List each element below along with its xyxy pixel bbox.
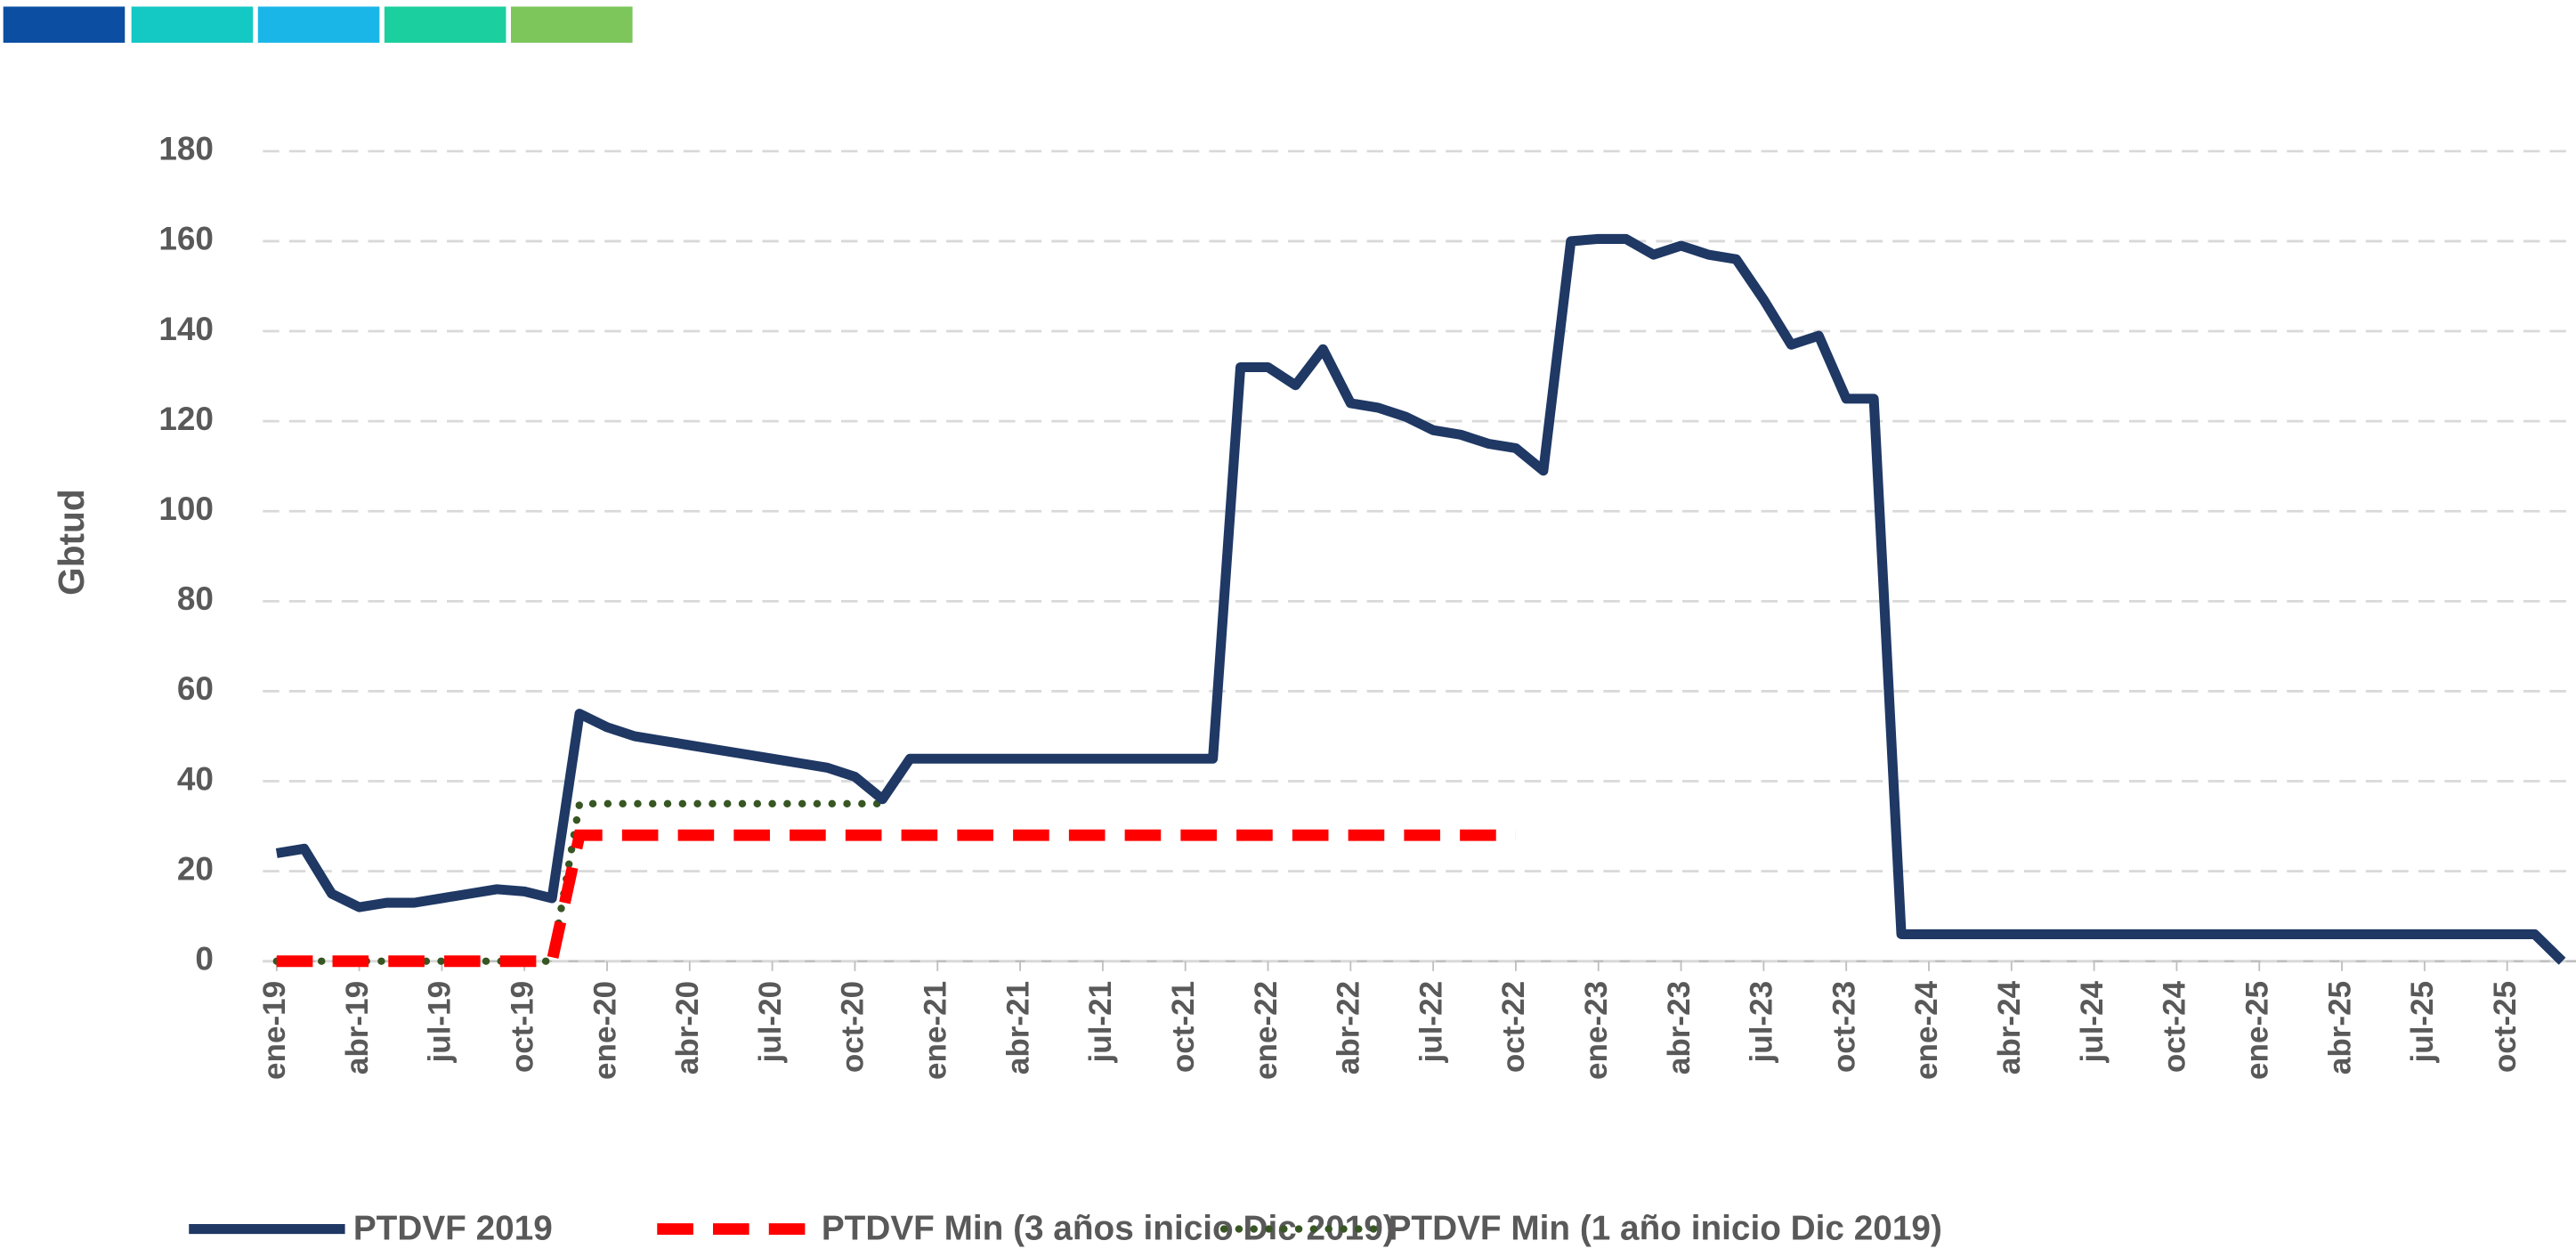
x-tick-label: abr-23 bbox=[1662, 981, 1697, 1075]
x-tick-label: abr-21 bbox=[1000, 981, 1035, 1075]
x-tick-label: oct-24 bbox=[2158, 980, 2192, 1073]
legend-label: PTDVF 2019 bbox=[353, 1210, 553, 1248]
y-tick-label: 100 bbox=[158, 491, 214, 527]
y-tick-label: 0 bbox=[195, 940, 214, 977]
y-tick-label: 80 bbox=[177, 580, 214, 617]
x-tick-label: oct-19 bbox=[505, 981, 539, 1073]
y-tick-label: 160 bbox=[158, 221, 214, 257]
x-tick-label: oct-25 bbox=[2488, 981, 2523, 1073]
y-tick-label: 40 bbox=[177, 760, 214, 797]
series-line bbox=[275, 233, 2566, 965]
y-tick-label: 60 bbox=[177, 670, 214, 707]
x-tick-label: oct-22 bbox=[1496, 981, 1531, 1073]
x-tick-label: abr-25 bbox=[2322, 981, 2357, 1075]
x-tick-label: oct-20 bbox=[836, 981, 871, 1073]
x-tick-label: abr-20 bbox=[670, 981, 705, 1075]
x-tick-label: ene-24 bbox=[1909, 980, 1944, 1080]
header-bar bbox=[131, 6, 254, 44]
y-axis-label: Gbtud bbox=[51, 489, 92, 595]
y-tick-label: 140 bbox=[158, 311, 214, 347]
header-bar bbox=[511, 6, 633, 44]
x-tick-label: ene-21 bbox=[919, 981, 953, 1080]
x-tick-label: jul-20 bbox=[753, 981, 788, 1064]
header-bar bbox=[3, 6, 126, 44]
legend-label: PTDVF Min (3 años inicio Dic 2019) bbox=[822, 1210, 1395, 1248]
x-tick-label: abr-22 bbox=[1332, 981, 1366, 1075]
legend-label: PTDVF Min (1 año inicio Dic 2019) bbox=[1389, 1210, 1942, 1248]
x-tick-label: jul-24 bbox=[2075, 980, 2110, 1063]
y-tick-label: 180 bbox=[158, 131, 214, 167]
x-tick-label: ene-22 bbox=[1249, 981, 1284, 1080]
x-tick-label: jul-23 bbox=[1745, 981, 1779, 1064]
x-tick-label: ene-25 bbox=[2240, 981, 2274, 1080]
x-tick-label: jul-22 bbox=[1414, 981, 1448, 1064]
y-tick-label: 120 bbox=[158, 401, 214, 437]
series-line bbox=[272, 799, 887, 965]
x-tick-label: abr-19 bbox=[340, 981, 375, 1075]
x-tick-label: ene-23 bbox=[1579, 981, 1614, 1080]
y-tick-label: 20 bbox=[177, 850, 214, 887]
header-bar bbox=[257, 6, 380, 44]
x-tick-label: abr-24 bbox=[1992, 980, 2027, 1075]
header-bar bbox=[384, 6, 506, 44]
x-tick-label: ene-20 bbox=[587, 981, 622, 1080]
x-tick-label: jul-21 bbox=[1083, 981, 1118, 1064]
series-line bbox=[276, 829, 1516, 968]
x-tick-label: jul-25 bbox=[2405, 981, 2440, 1064]
x-tick-label: oct-23 bbox=[1827, 981, 1861, 1073]
x-tick-label: ene-19 bbox=[257, 981, 292, 1080]
x-tick-label: jul-19 bbox=[423, 981, 458, 1064]
x-tick-label: oct-21 bbox=[1166, 981, 1201, 1073]
